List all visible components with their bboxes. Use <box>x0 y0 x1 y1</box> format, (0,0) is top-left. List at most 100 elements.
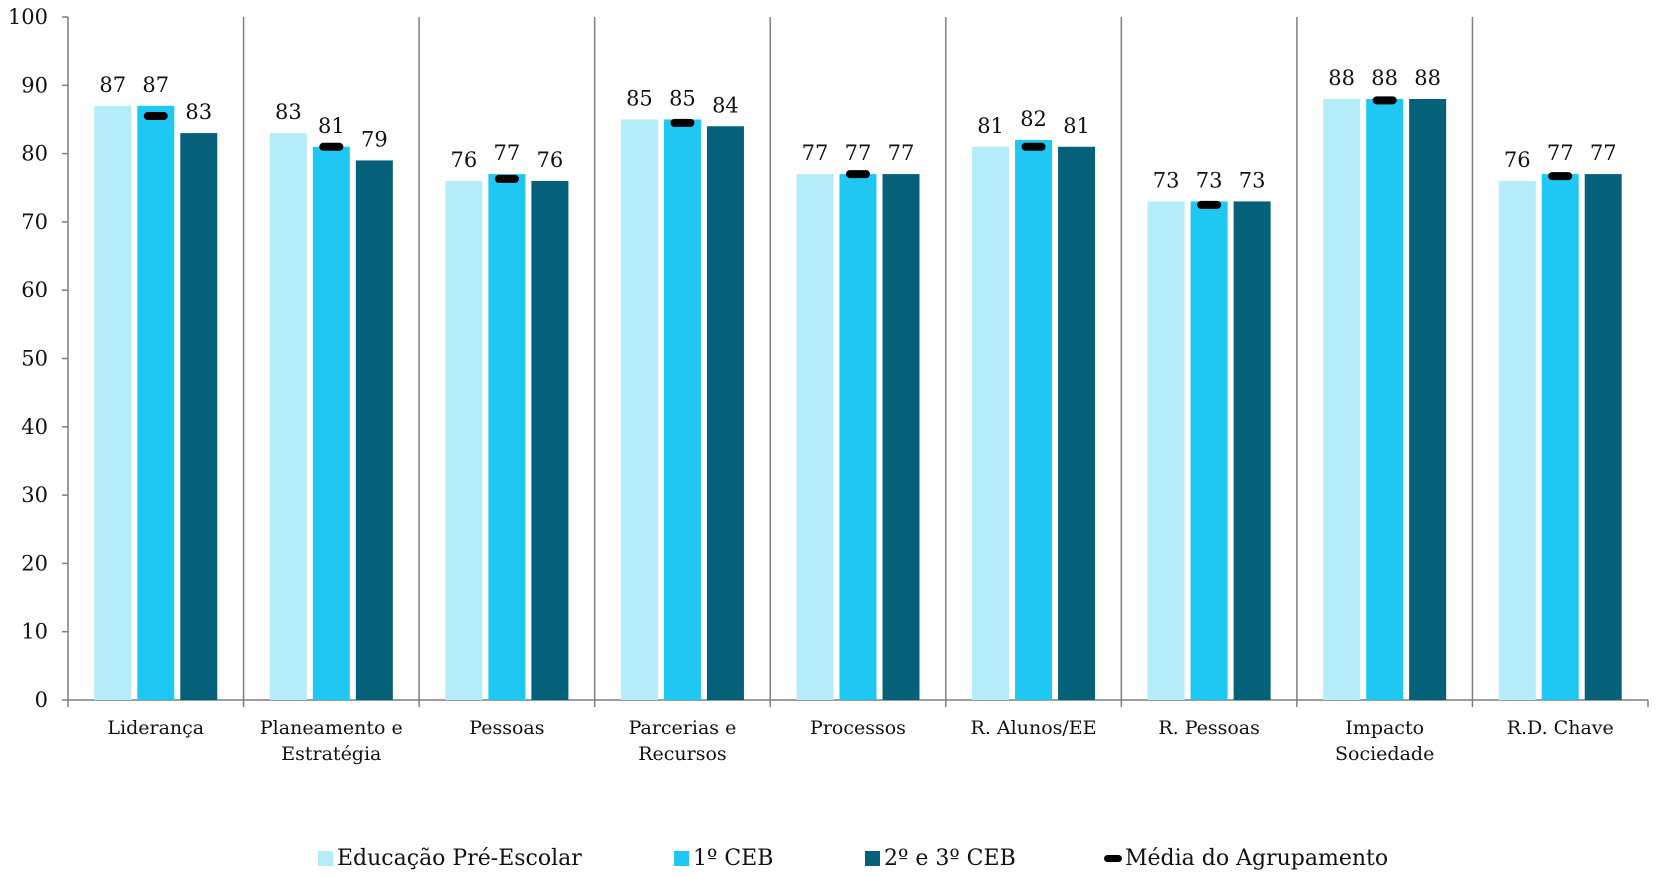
data-label: 83 <box>185 100 212 124</box>
y-tick-label: 10 <box>21 620 48 644</box>
legend-swatch-pre-escolar <box>318 851 333 866</box>
y-tick-label: 40 <box>21 415 48 439</box>
bar <box>180 133 218 701</box>
y-tick-label: 20 <box>21 551 48 575</box>
bar <box>531 180 569 701</box>
data-label: 77 <box>802 141 829 165</box>
x-tick-label: R.D. Chave <box>1507 717 1614 739</box>
bar <box>1015 139 1053 700</box>
average-marker <box>1197 200 1222 209</box>
bar <box>355 160 393 700</box>
data-label: 85 <box>669 86 696 110</box>
bar <box>312 146 350 700</box>
average-marker <box>494 174 519 183</box>
average-marker <box>846 170 870 179</box>
x-tick-label: R. Alunos/EE <box>971 717 1097 739</box>
y-tick-label: 0 <box>35 688 48 712</box>
bar <box>1409 98 1447 700</box>
data-label: 77 <box>1590 141 1617 165</box>
bar <box>1584 174 1622 701</box>
bar <box>1147 201 1185 700</box>
data-label: 76 <box>537 148 564 172</box>
bar <box>1541 174 1579 701</box>
y-tick-label: 80 <box>21 142 48 166</box>
data-label: 77 <box>888 141 915 165</box>
bar <box>706 126 744 700</box>
legend-label-media: Média do Agrupamento <box>1125 846 1389 871</box>
x-tick-label: Impacto <box>1345 717 1424 739</box>
bar <box>1233 201 1271 700</box>
x-tick-label: Recursos <box>638 743 726 765</box>
bar <box>1190 201 1228 700</box>
legend-label-1ceb: 1º CEB <box>693 846 774 871</box>
data-label: 76 <box>451 148 478 172</box>
y-tick-label: 50 <box>21 347 48 371</box>
x-tick-label: Liderança <box>107 717 204 739</box>
data-label: 81 <box>977 114 1004 138</box>
bar <box>488 174 526 701</box>
y-tick-label: 90 <box>21 73 48 97</box>
legend-item-media: Média do Agrupamento <box>1104 846 1388 871</box>
data-label: 81 <box>1063 114 1090 138</box>
data-label: 77 <box>494 141 521 165</box>
data-label: 84 <box>712 93 739 117</box>
data-label: 73 <box>1153 168 1180 192</box>
bar <box>1323 98 1361 700</box>
average-marker <box>1372 96 1397 105</box>
bar <box>839 174 877 701</box>
average-marker <box>319 142 344 151</box>
data-label: 81 <box>318 114 345 138</box>
bar <box>796 174 834 701</box>
legend-item-2-3ceb: 2º e 3º CEB <box>865 846 1016 871</box>
legend-label-pre-escolar: Educação Pré-Escolar <box>337 846 582 871</box>
y-tick-label: 60 <box>21 278 48 302</box>
x-tick-label: Estratégia <box>281 743 381 765</box>
legend-swatch-2-3ceb <box>865 851 880 866</box>
bar <box>1498 180 1536 701</box>
data-label: 88 <box>1414 66 1441 90</box>
x-tick-label: Pessoas <box>469 717 544 739</box>
data-label: 87 <box>99 73 126 97</box>
legend: Educação Pré-Escolar 1º CEB 2º e 3º CEB … <box>0 846 1672 876</box>
legend-swatch-1ceb <box>674 851 689 866</box>
data-label: 76 <box>1504 148 1531 172</box>
bar <box>620 119 658 700</box>
legend-label-2-3ceb: 2º e 3º CEB <box>884 846 1016 871</box>
x-tick-label: Parcerias e <box>629 717 737 739</box>
average-marker <box>143 112 168 121</box>
data-label: 88 <box>1328 66 1355 90</box>
data-label: 88 <box>1371 66 1398 90</box>
bar <box>972 146 1010 700</box>
data-label: 73 <box>1239 168 1266 192</box>
bar-chart: 0 10 20 30 40 50 60 70 80 90 100 87 87 83 Liderança 83 8… <box>8 5 1649 765</box>
x-tick-label: R. Pessoas <box>1158 717 1260 739</box>
data-label: 73 <box>1196 168 1223 192</box>
data-label: 87 <box>142 73 169 97</box>
bar <box>94 105 132 701</box>
bar <box>1366 98 1404 700</box>
y-tick-label: 70 <box>21 210 48 234</box>
legend-item-1ceb: 1º CEB <box>674 846 773 871</box>
data-label: 83 <box>275 100 302 124</box>
x-tick-label: Processos <box>810 717 906 739</box>
data-label: 82 <box>1020 107 1047 131</box>
bar <box>269 133 307 701</box>
average-marker <box>1021 142 1046 151</box>
average-marker <box>1548 172 1573 181</box>
data-label: 77 <box>1547 141 1574 165</box>
bar <box>445 180 483 701</box>
legend-marker-media <box>1104 855 1122 862</box>
x-tick-label: Planeamento e <box>260 717 403 739</box>
data-label: 85 <box>626 86 653 110</box>
x-tick-label: Sociedade <box>1335 743 1434 765</box>
bar <box>1058 146 1096 700</box>
y-tick-label: 30 <box>21 483 48 507</box>
y-tick-label: 100 <box>8 5 48 29</box>
legend-item-pre-escolar: Educação Pré-Escolar <box>318 846 582 871</box>
bar <box>882 174 920 701</box>
data-label: 79 <box>361 127 388 151</box>
data-label: 77 <box>845 141 872 165</box>
bar <box>137 105 175 701</box>
average-marker <box>670 118 695 127</box>
bar <box>663 119 701 700</box>
